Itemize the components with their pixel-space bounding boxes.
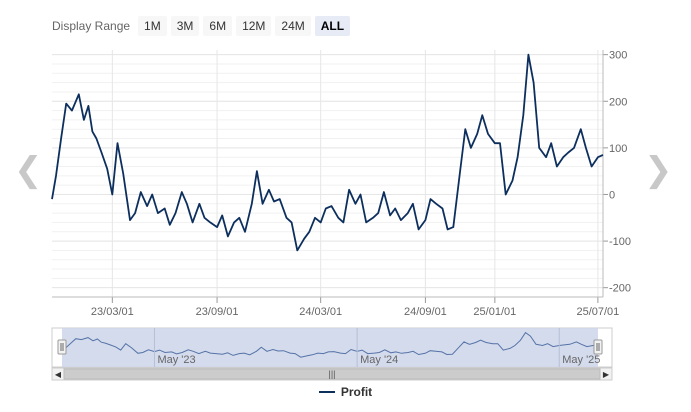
- y-tick-label: -200: [609, 283, 631, 295]
- navigator-label: May '23: [157, 354, 195, 366]
- range-selector-label: Display Range: [52, 19, 131, 33]
- navigator-series-line: [61, 331, 599, 358]
- series-line-profit[interactable]: [51, 53, 604, 252]
- range-button-all[interactable]: ALL: [314, 16, 351, 36]
- x-tick-label: 24/09/01: [404, 306, 447, 318]
- range-button-3m[interactable]: 3M: [170, 16, 200, 36]
- handle-body: [57, 339, 67, 355]
- chevron-left-icon[interactable]: ❮: [14, 150, 43, 190]
- range-button-24m[interactable]: 24M: [275, 16, 311, 36]
- y-tick-label: 100: [609, 143, 627, 155]
- scroll-left-arrow-icon[interactable]: ◀: [55, 370, 62, 379]
- scrollbar-grip-icon: |||: [328, 369, 335, 379]
- x-tick-label: 25/07/01: [576, 306, 619, 318]
- scrollbar-thumb[interactable]: [63, 368, 601, 380]
- legend-swatch: [318, 391, 335, 393]
- range-button-12m[interactable]: 12M: [236, 16, 272, 36]
- scroll-right-arrow-icon[interactable]: ▶: [603, 370, 610, 379]
- legend-label: Profit: [340, 385, 373, 399]
- plot-area: [52, 50, 603, 297]
- y-tick-label: 300: [609, 50, 627, 62]
- x-tick-label: 23/09/01: [196, 306, 239, 318]
- navigator-selection[interactable]: [62, 328, 598, 367]
- range-button-1m[interactable]: 1M: [138, 16, 167, 36]
- navigator-label: May '24: [360, 354, 398, 366]
- y-tick-label: -100: [609, 236, 631, 248]
- range-button-6m[interactable]: 6M: [203, 16, 233, 36]
- y-tick-label: 0: [609, 189, 615, 201]
- navigator-handle-left[interactable]: [57, 339, 67, 355]
- handle-body: [593, 339, 603, 355]
- x-tick-label: 24/03/01: [299, 306, 342, 318]
- x-tick-label: 23/03/01: [91, 306, 134, 318]
- navigator-handle-right[interactable]: [593, 339, 603, 355]
- navigator-label: May '25: [562, 354, 600, 366]
- x-tick-label: 25/01/01: [473, 306, 516, 318]
- chevron-right-icon[interactable]: ❯: [644, 150, 673, 190]
- legend[interactable]: Profit: [0, 383, 691, 401]
- range-selector: Display Range 1M 3M 6M 12M 24M ALL: [52, 14, 351, 38]
- y-tick-label: 200: [609, 96, 627, 108]
